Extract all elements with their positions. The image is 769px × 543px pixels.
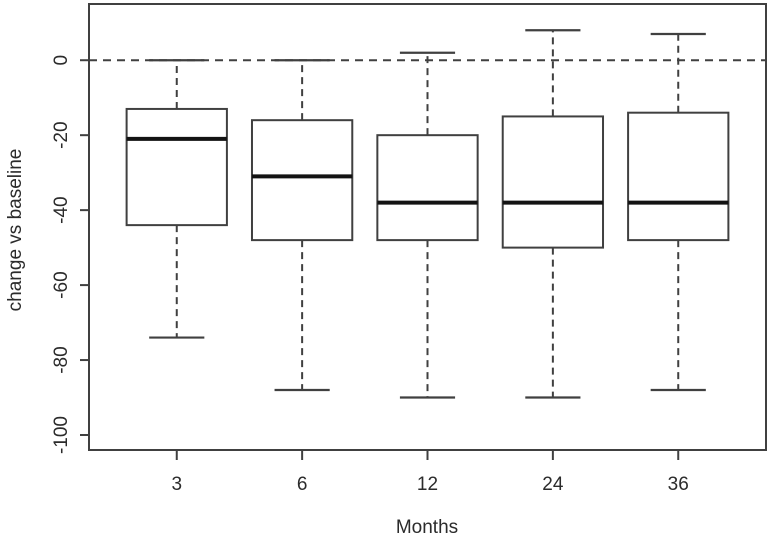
- x-tick-label: 24: [542, 474, 564, 495]
- iqr-box: [376, 134, 479, 242]
- y-tick-label: -40: [51, 196, 72, 223]
- x-tick-label: 12: [417, 474, 438, 495]
- x-tick-label: 36: [668, 474, 689, 495]
- boxplot-group-24: [501, 29, 605, 399]
- boxplot-group-36: [627, 32, 730, 392]
- iqr-box: [250, 119, 354, 242]
- y-tick-label: -100: [51, 416, 72, 454]
- boxplot-group-12: [376, 51, 479, 399]
- x-axis-title: Months: [396, 517, 458, 538]
- x-tick-label: 3: [171, 474, 182, 495]
- y-tick-label: -20: [51, 121, 72, 148]
- iqr-box: [125, 107, 228, 227]
- boxplot-group-3: [125, 59, 228, 339]
- x-tick-label: 6: [297, 474, 308, 495]
- iqr-box: [627, 111, 730, 242]
- boxplot-group-6: [250, 59, 354, 392]
- y-tick-label: 0: [51, 55, 72, 66]
- y-tick-label: -80: [51, 346, 72, 373]
- y-axis-title: change vs baseline: [5, 149, 26, 312]
- iqr-box: [501, 115, 605, 249]
- y-tick-label: -60: [51, 271, 72, 298]
